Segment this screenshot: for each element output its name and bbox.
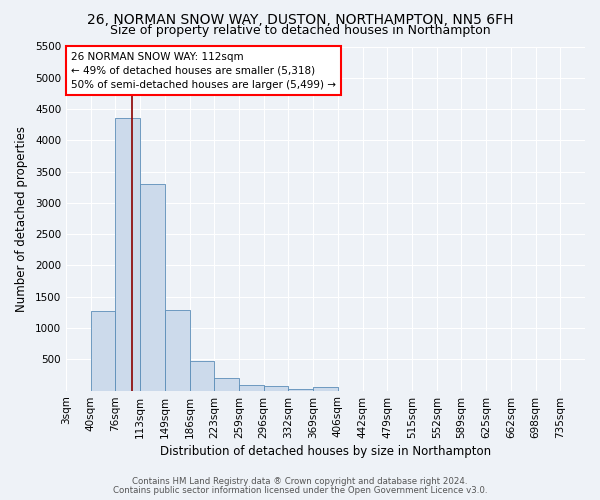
Bar [289,388,313,390]
Bar [239,385,264,390]
Bar [140,184,165,390]
Bar [190,360,214,390]
Bar [91,311,115,390]
Bar [165,310,190,390]
Y-axis label: Number of detached properties: Number of detached properties [15,126,28,312]
Text: Contains public sector information licensed under the Open Government Licence v3: Contains public sector information licen… [113,486,487,495]
Bar [313,388,338,390]
Text: 26, NORMAN SNOW WAY, DUSTON, NORTHAMPTON, NN5 6FH: 26, NORMAN SNOW WAY, DUSTON, NORTHAMPTON… [87,12,513,26]
Bar [214,378,239,390]
Text: Contains HM Land Registry data ® Crown copyright and database right 2024.: Contains HM Land Registry data ® Crown c… [132,477,468,486]
X-axis label: Distribution of detached houses by size in Northampton: Distribution of detached houses by size … [160,444,491,458]
Bar [264,386,289,390]
Text: 26 NORMAN SNOW WAY: 112sqm
← 49% of detached houses are smaller (5,318)
50% of s: 26 NORMAN SNOW WAY: 112sqm ← 49% of deta… [71,52,336,90]
Bar [115,118,140,390]
Text: Size of property relative to detached houses in Northampton: Size of property relative to detached ho… [110,24,490,37]
